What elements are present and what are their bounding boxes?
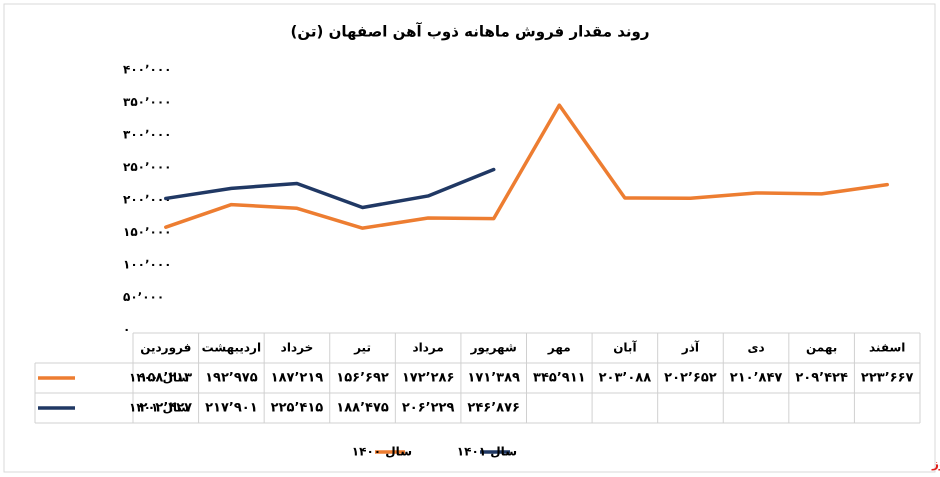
series-line — [164, 103, 889, 230]
table-value: ۱۵۶٬۶۹۲ — [336, 371, 389, 386]
y-tick-label: ۱۵۰٬۰۰۰ — [123, 225, 172, 239]
x-tick-label: آذر — [681, 340, 700, 355]
table-value: ۳۴۵٬۹۱۱ — [533, 371, 586, 386]
y-tick-label: ۰ — [123, 323, 130, 337]
table-value: ۲۱۰٬۸۴۷ — [730, 371, 783, 386]
x-tick-label: مرداد — [412, 341, 443, 355]
table-value: ۲۰۹٬۴۲۴ — [795, 371, 848, 386]
x-tick-label: دی — [747, 341, 764, 355]
table-value: ۱۸۸٬۴۷۵ — [336, 401, 389, 416]
y-tick-label: ۲۰۰٬۰۰۰ — [123, 193, 172, 207]
x-tick-label: اسفند — [869, 341, 905, 355]
watermark: بورس نیوز — [931, 457, 940, 472]
table-value: ۲۲۳٬۶۶۷ — [861, 371, 914, 386]
table-value: ۱۹۲٬۹۷۵ — [205, 371, 258, 386]
x-tick-label: تیر — [353, 341, 371, 355]
x-tick-label: اردیبهشت — [202, 341, 261, 355]
table-value: ۲۰۲٬۶۵۲ — [664, 371, 717, 386]
legend-label: سال ۱۴۰۱ — [457, 445, 517, 459]
x-tick-label: خرداد — [281, 341, 314, 355]
x-tick-label: فروردین — [140, 341, 191, 356]
y-tick-label: ۳۰۰٬۰۰۰ — [123, 128, 172, 142]
table-value: ۲۰۶٬۲۲۹ — [402, 401, 455, 416]
table-value: ۱۸۷٬۲۱۹ — [271, 371, 324, 386]
table-value: ۲۱۷٬۹۰۱ — [205, 401, 258, 416]
table-series-name: سال ۱۴۰۱ — [129, 401, 189, 415]
x-tick-label: شهریور — [470, 341, 517, 356]
table-series-name: سال ۱۴۰۰ — [129, 371, 189, 385]
table-value: ۲۲۵٬۴۱۵ — [271, 401, 324, 416]
table-value: ۱۷۲٬۲۸۶ — [402, 371, 455, 386]
legend-label: سال ۱۴۰۰ — [352, 445, 412, 459]
table-value: ۲۰۳٬۰۸۸ — [599, 371, 652, 386]
x-tick-label: مهر — [547, 341, 571, 355]
x-tick-label: آبان — [613, 340, 637, 355]
y-tick-label: ۵۰٬۰۰۰ — [123, 290, 164, 304]
series-line — [164, 167, 496, 210]
table-value: ۱۵۸٬۲۱۳ — [140, 371, 193, 386]
y-tick-label: ۳۵۰٬۰۰۰ — [123, 95, 172, 109]
y-tick-label: ۱۰۰٬۰۰۰ — [123, 258, 172, 272]
chart-frame — [3, 3, 936, 473]
table-value: ۲۰۲٬۴۲۷ — [140, 401, 193, 416]
chart-title: روند مقدار فروش ماهانه ذوب آهن اصفهان (ت… — [291, 23, 650, 41]
y-tick-label: ۲۵۰٬۰۰۰ — [123, 160, 172, 174]
table-value: ۱۷۱٬۳۸۹ — [467, 371, 520, 386]
y-tick-label: ۴۰۰٬۰۰۰ — [123, 63, 172, 77]
table-value: ۲۴۶٬۸۷۶ — [467, 401, 520, 416]
x-tick-label: بهمن — [806, 341, 837, 355]
